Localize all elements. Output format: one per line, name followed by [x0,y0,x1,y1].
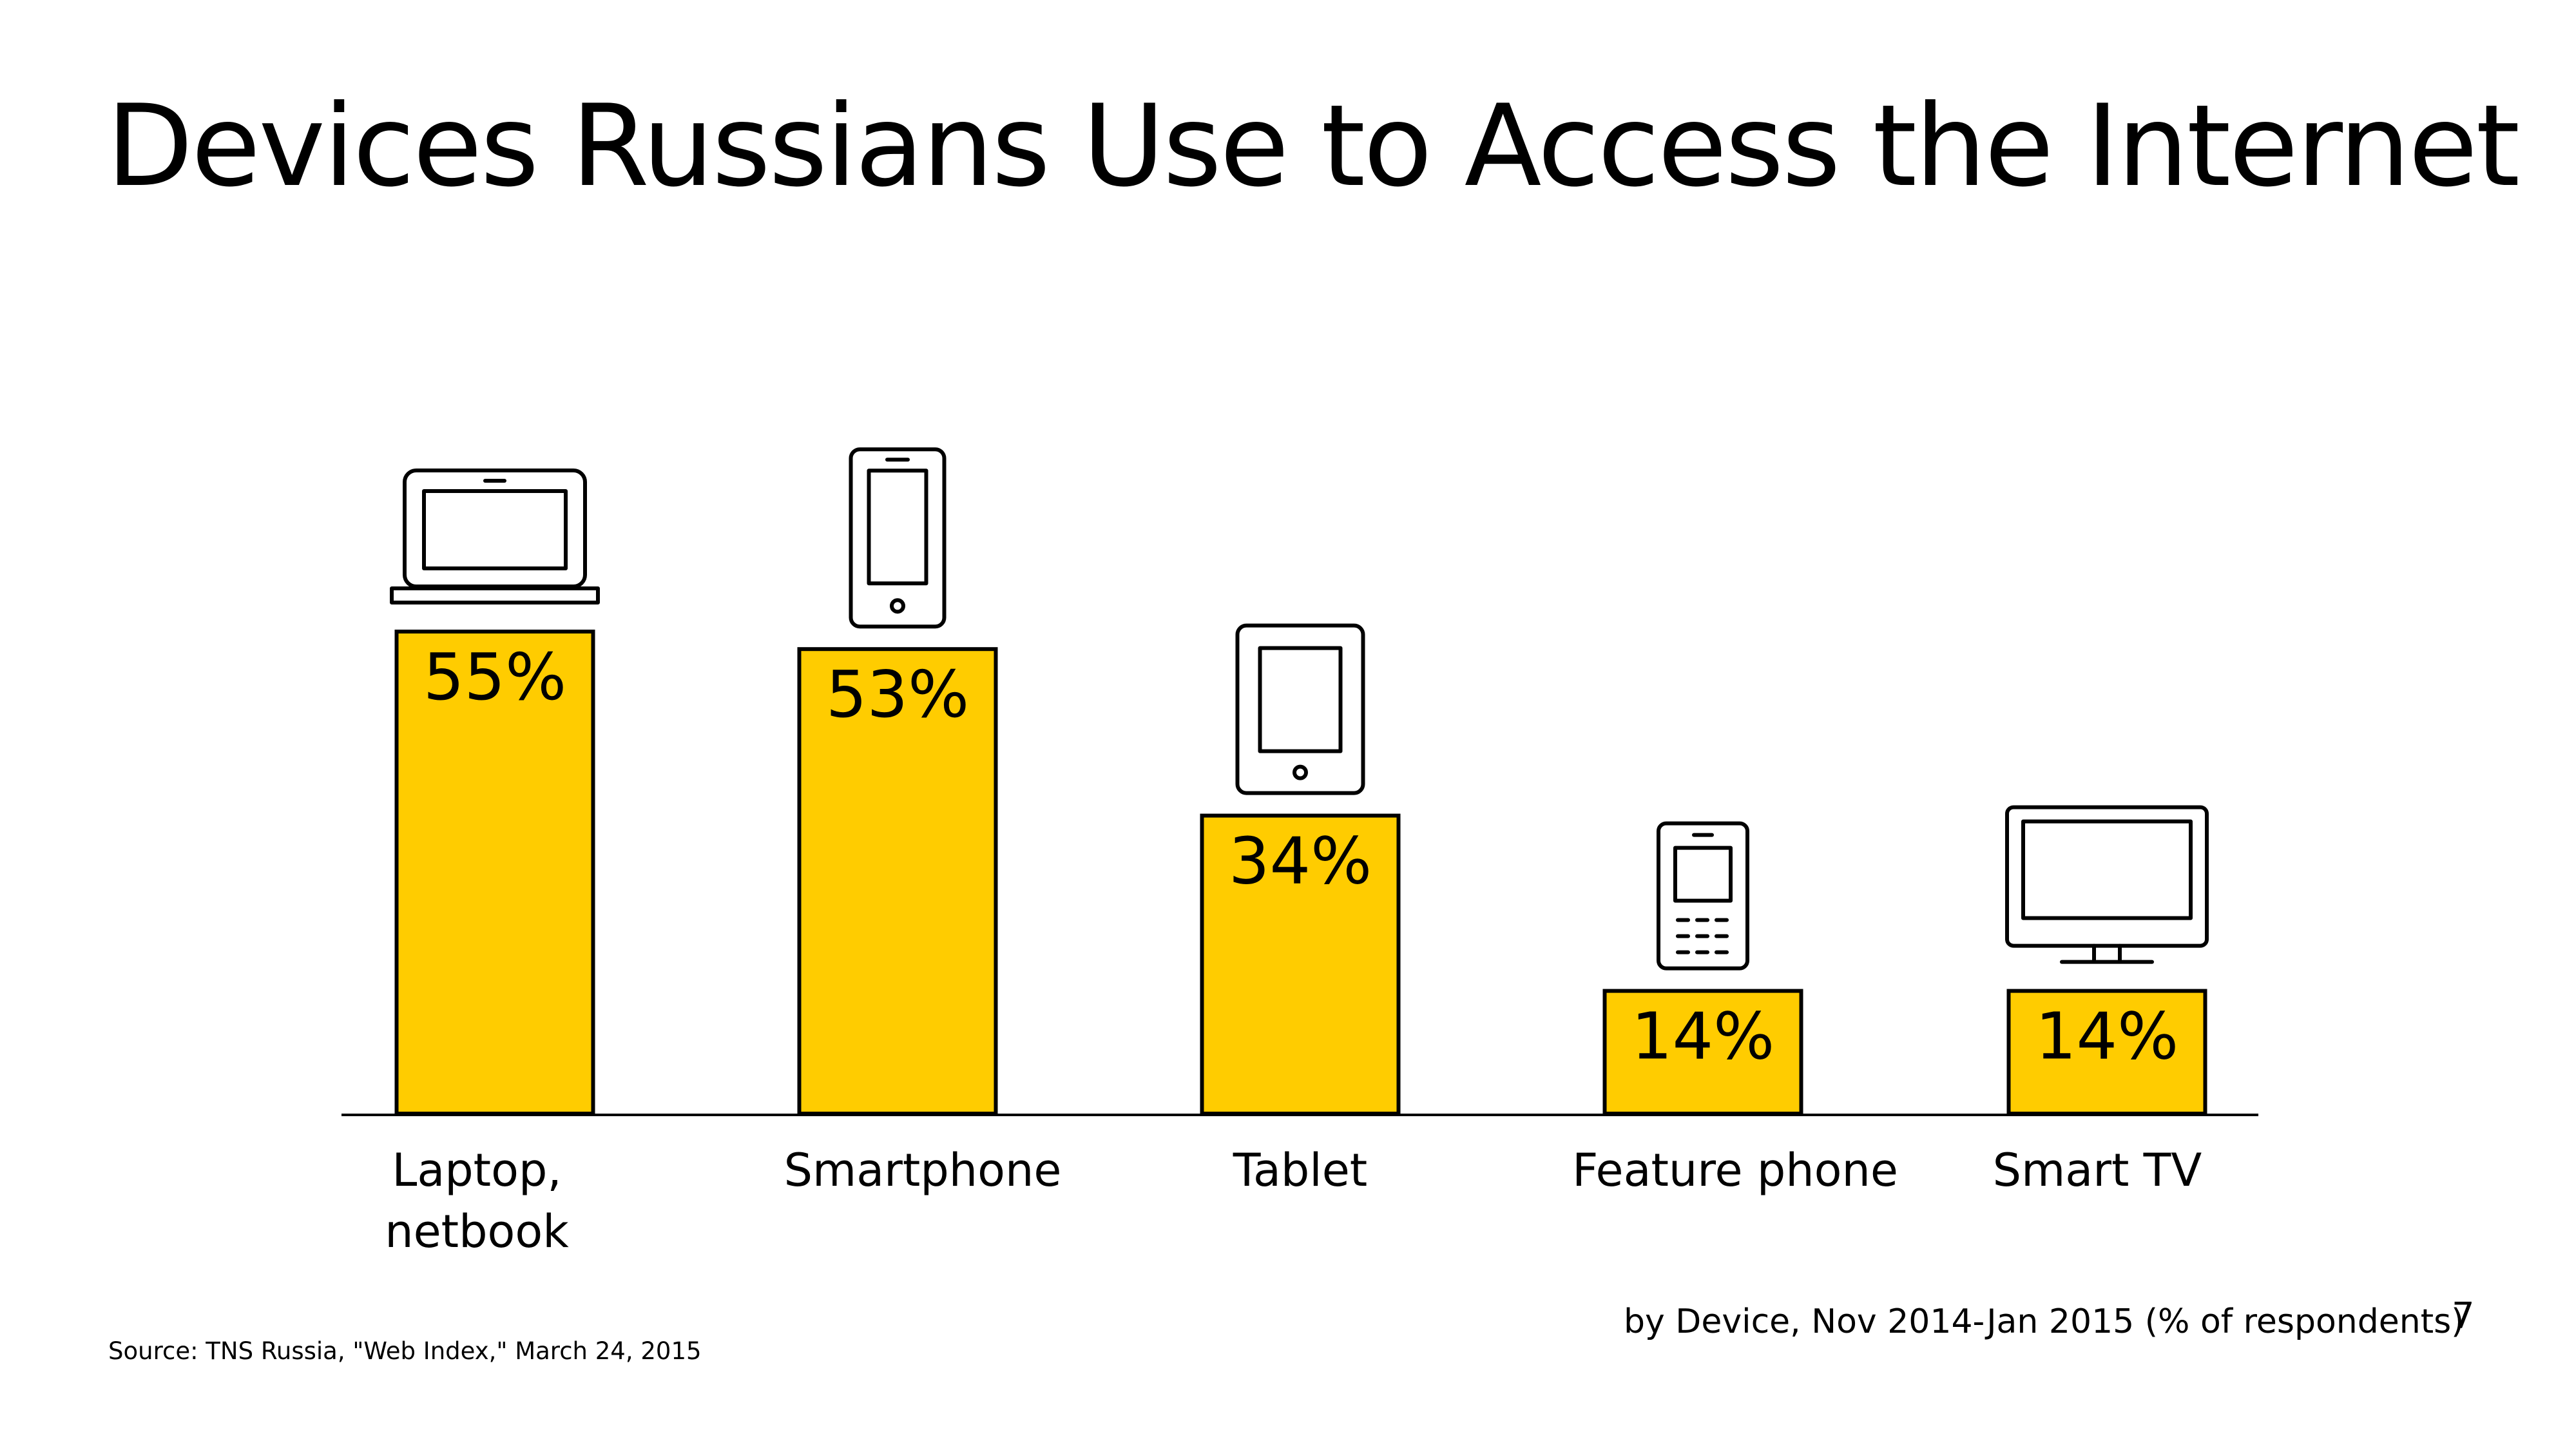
bar-0 [394,630,595,1116]
labels-layer: 55% Laptop, netbook 53% Smartphone 34% Tablet 1… [385,639,2202,1258]
bar-1 [797,647,998,1116]
page-title: Devices Russians Use to Access the Inter… [106,81,2520,212]
tablet-icon [1235,623,1365,795]
value-label-2: 34% [1229,824,1372,899]
bars-layer [394,630,2207,1116]
chart-subtitle: by Device, Nov 2014-Jan 2015 (% of respo… [1624,1302,2465,1341]
category-label-1: Smartphone [784,1144,1062,1197]
value-label-3: 14% [1631,999,1774,1074]
value-label-1: 53% [826,657,969,732]
category-label-0-line-1: netbook [385,1205,569,1258]
category-label-0-line-0: Laptop, [392,1144,561,1197]
value-label-4: 14% [2035,999,2178,1074]
category-label-4: Smart TV [1993,1144,2202,1197]
feature-phone-icon [1657,821,1749,971]
bar-2 [1200,813,1401,1116]
category-label-3: Feature phone [1572,1144,1898,1197]
smart-tv-icon [2005,805,2209,964]
source-note: Source: TNS Russia, "Web Index," March 2… [108,1337,702,1365]
icons-layer [390,447,2209,971]
laptop-icon [390,469,600,604]
value-label-0: 55% [423,639,566,715]
category-label-2: Tablet [1233,1144,1367,1197]
page-number: 7 [2452,1295,2475,1337]
smartphone-icon [849,447,947,629]
